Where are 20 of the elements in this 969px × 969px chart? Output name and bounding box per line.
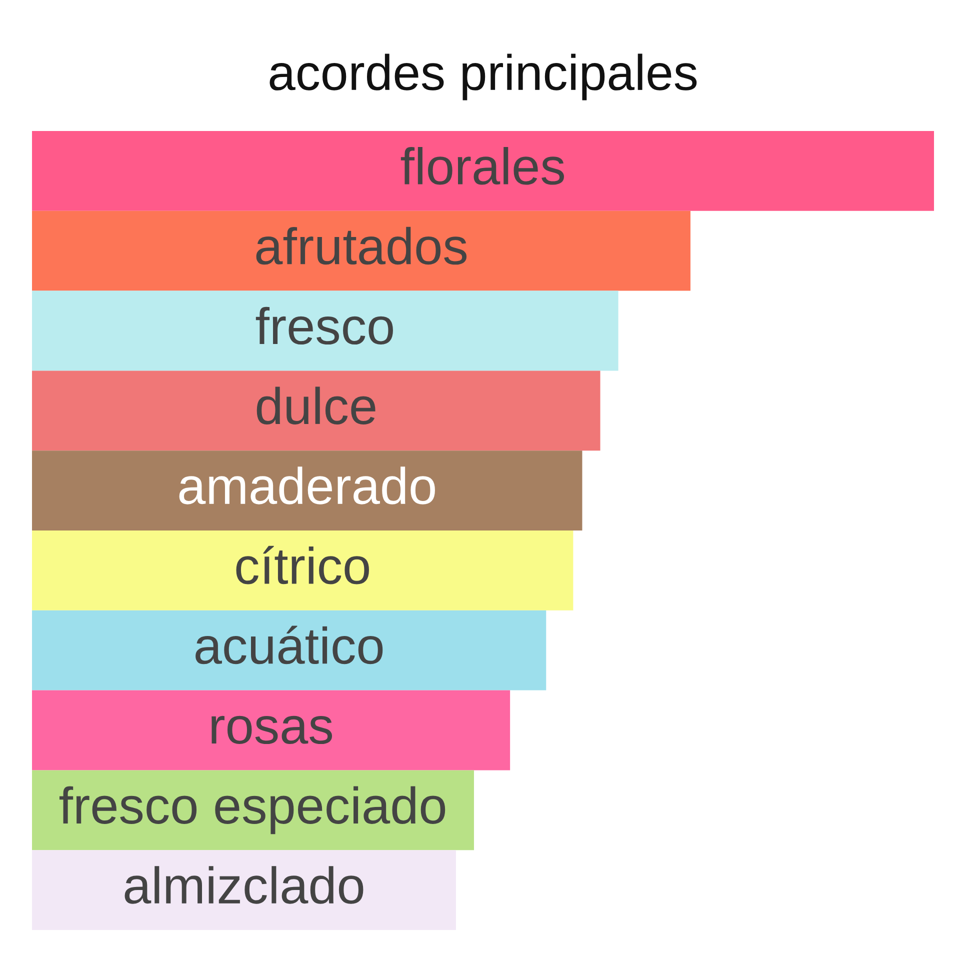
y-tick-label: fresco: [256, 306, 393, 345]
bar: [32, 450, 582, 530]
bar: [32, 850, 456, 930]
bar: [32, 690, 510, 770]
bar: [32, 610, 546, 690]
y-tick-label: afrutados: [256, 226, 467, 265]
y-tick-label: amaderado: [179, 466, 435, 504]
bar: [32, 210, 690, 291]
y-tick-label: almizclado: [124, 866, 364, 904]
bar: [32, 530, 574, 610]
y-tick-label: acuático: [196, 626, 383, 664]
y-tick-label: dulce: [256, 386, 376, 424]
y-tick-label: florales: [400, 147, 564, 185]
y-tick-label: rosas: [212, 716, 332, 744]
bar: [32, 131, 934, 211]
bar: [32, 290, 618, 371]
chart-title: acordes principales: [270, 54, 697, 100]
bar: [32, 370, 600, 451]
y-tick-label: fresco especiado: [59, 786, 446, 834]
y-tick-label: cítrico: [236, 546, 369, 584]
